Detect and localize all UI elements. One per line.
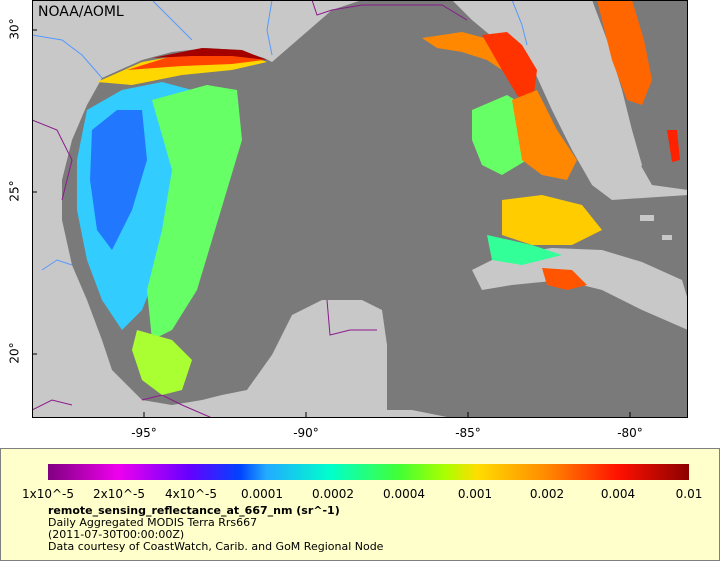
legend-panel: 1x10^-5 2x10^-5 4x10^-5 0.0001 0.0002 0.… — [0, 448, 720, 561]
florida-land — [502, 0, 642, 190]
map-panel[interactable]: NOAA/AOML — [32, 0, 688, 418]
scale-label: 4x10^-5 — [164, 487, 218, 501]
x-tick-95: -95° — [131, 426, 157, 440]
political-borders — [32, 0, 468, 418]
data-overlay-west-shelf — [77, 48, 267, 395]
variable-name: remote_sensing_reflectance_at_667_nm (sr… — [48, 504, 340, 517]
colorbar — [48, 464, 689, 480]
cuba-land — [472, 248, 688, 330]
scale-label: 1x10^-5 — [21, 487, 75, 501]
scale-label: 0.0004 — [383, 487, 425, 501]
map-canvas — [32, 0, 688, 418]
scale-label: 0.001 — [457, 487, 493, 501]
scale-label: 2x10^-5 — [92, 487, 146, 501]
scale-label: 0.0001 — [241, 487, 283, 501]
scale-label: 0.002 — [529, 487, 565, 501]
x-tick-85: -85° — [455, 426, 481, 440]
y-tick-25: 25° — [7, 180, 22, 202]
dataset-timestamp: (2011-07-30T00:00:00Z) — [48, 528, 185, 541]
scale-label: 0.0002 — [312, 487, 354, 501]
legend-text: remote_sensing_reflectance_at_667_nm (sr… — [48, 505, 383, 553]
org-label: NOAA/AOML — [38, 4, 124, 20]
data-credit: Data courtesy of CoastWatch, Carib. and … — [48, 540, 384, 553]
rivers — [32, 0, 528, 271]
dataset-description: Daily Aggregated MODIS Terra Rrs667 — [48, 516, 258, 529]
scale-label: 0.004 — [600, 487, 636, 501]
y-tick-20: 20° — [7, 342, 22, 364]
x-tick-80: -80° — [617, 426, 643, 440]
y-tick-30: 30° — [7, 18, 22, 40]
map-border — [32, 0, 688, 418]
data-overlay-florida-shelf — [422, 0, 680, 290]
x-tick-90: -90° — [293, 426, 319, 440]
scale-label: 0.01 — [675, 487, 703, 501]
